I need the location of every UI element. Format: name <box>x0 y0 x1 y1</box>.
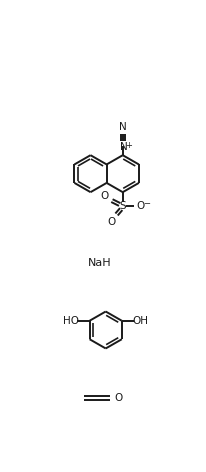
Text: O: O <box>99 191 108 201</box>
Text: O: O <box>136 201 144 211</box>
Text: OH: OH <box>132 316 148 326</box>
Text: −: − <box>143 199 150 208</box>
Text: S: S <box>119 201 125 211</box>
Text: O: O <box>107 217 116 227</box>
Text: +: + <box>124 141 131 150</box>
Text: NaH: NaH <box>87 258 111 268</box>
Text: O: O <box>114 393 122 403</box>
Text: N: N <box>119 143 127 152</box>
Text: N: N <box>118 122 126 133</box>
Text: HO: HO <box>63 316 79 326</box>
